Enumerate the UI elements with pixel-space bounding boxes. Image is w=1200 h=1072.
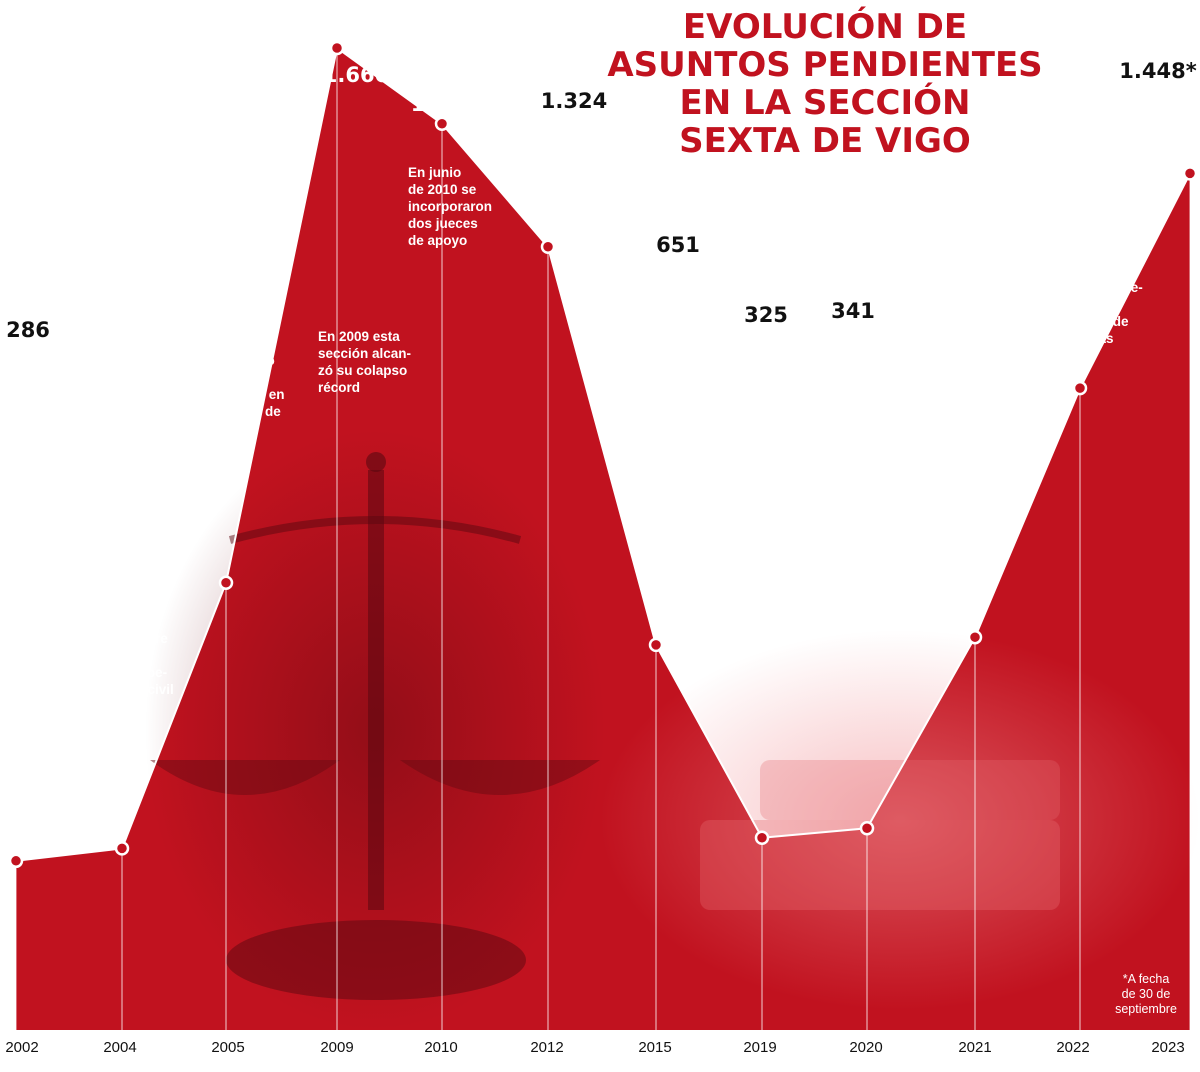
data-label: 286 xyxy=(6,318,50,342)
annotation-line: En diciembre xyxy=(83,631,168,646)
x-tick-label: 2009 xyxy=(320,1039,353,1056)
annotation-line: magistrado xyxy=(202,353,275,368)
title-line-4: SEXTA DE VIGO xyxy=(679,121,971,161)
x-tick-label: 2010 xyxy=(424,1039,457,1056)
footnote-line-2: de 30 de xyxy=(1121,987,1171,1001)
annotation-line: asumió una xyxy=(1052,263,1128,278)
annotation-line: En 2009 esta xyxy=(318,329,400,344)
data-label: 307 xyxy=(100,354,144,378)
x-tick-label: 2020 xyxy=(849,1039,882,1056)
annotation-line: El 1 de enero xyxy=(818,361,903,376)
data-point xyxy=(434,116,450,131)
data-label: 651 xyxy=(656,233,700,257)
data-label: 325 xyxy=(744,303,788,327)
annotation-line: El cuarto xyxy=(202,336,260,351)
annotation-line: Sexta, la xyxy=(24,460,79,475)
data-label: 1.448* xyxy=(1119,59,1196,83)
series-line xyxy=(15,46,1191,862)
x-tick-label: 2012 xyxy=(530,1039,563,1056)
annotation-line: de 2010 se xyxy=(408,182,477,197)
annotation-line: incorporó en xyxy=(202,387,285,402)
data-label: 1.532 xyxy=(411,92,477,116)
background-photo-collage xyxy=(145,430,1200,1030)
annotation-2010: En junio de 2010 se incorporaron dos jueces… xyxy=(408,164,492,249)
annotation-line: de 2020 la xyxy=(818,378,883,393)
annotation-line: segunda sala xyxy=(24,477,110,492)
data-point xyxy=(329,40,345,56)
annotation-line: sala se espe- xyxy=(83,665,168,680)
annotation-line: dos jueces xyxy=(408,216,478,231)
annotation-line: incorporaron xyxy=(408,199,493,214)
annotation-line: cia de Vigo. En xyxy=(24,511,120,526)
annotation-2004: En diciembre de 2004 la sala se espe-ciali… xyxy=(83,630,174,698)
annotation-2022: La sección asumió una nueva compe-tencia, … xyxy=(1052,245,1143,364)
annotation-line: de apoyo xyxy=(408,233,468,248)
data-point xyxy=(859,821,875,836)
annotation-line: sala perdió la xyxy=(818,395,905,410)
annotation-line: tencia, los xyxy=(1052,297,1119,312)
annotation-line: de la Audien- xyxy=(24,494,109,509)
annotation-line: 1999 había xyxy=(24,528,94,543)
annotation-line: cláusulas xyxy=(1052,331,1114,346)
annotation-line: cializó en civil xyxy=(83,682,174,697)
data-label: 664 xyxy=(958,278,1002,302)
annotation-line: En junio xyxy=(408,165,462,180)
chart-title: EVOLUCIÓN DE ASUNTOS PENDIENTES EN LA SE… xyxy=(600,8,1050,160)
data-point xyxy=(1072,380,1088,396)
annotation-line: zó su colapso xyxy=(318,363,408,378)
annotation-2009: En 2009 esta sección alcan-zó su colapso r… xyxy=(318,328,411,396)
data-point xyxy=(754,830,770,845)
annotation-line: creó la Sección xyxy=(24,443,124,458)
x-tick-label: 2023 xyxy=(1151,1039,1184,1056)
annotation-line: sección alcan- xyxy=(318,346,412,361)
footnote-line-3: septiembre xyxy=(1115,1002,1177,1016)
annotation-line: el verano de xyxy=(202,404,281,419)
data-label: 341 xyxy=(831,299,875,323)
annotation-line: La sección xyxy=(1052,246,1122,261)
annotation-line: medida de xyxy=(818,412,885,427)
data-point xyxy=(540,239,556,255)
annotation-line: titular se xyxy=(202,370,259,385)
annotation-line: suelo xyxy=(1052,348,1088,363)
data-label: 1.324 xyxy=(541,89,607,113)
data-point xyxy=(218,575,234,591)
footnote-line-1: *A fecha xyxy=(1122,972,1170,986)
annotation-2020: El 1 de enero de 2020 la sala perdió la med… xyxy=(818,360,904,445)
annotation-line: de 2001 se xyxy=(24,426,93,441)
x-tick-label: 2021 xyxy=(958,1039,991,1056)
data-label: 756 xyxy=(206,264,250,288)
title-line-3: EN LA SECCIÓN xyxy=(679,83,971,123)
annotation-line: refuerzo xyxy=(818,429,872,444)
annotation-line: 2005 xyxy=(202,421,233,436)
annotation-2002: En diciembre de 2001 se creó la Sección Sex… xyxy=(24,408,123,578)
x-tick-label: 2019 xyxy=(743,1039,776,1056)
x-tick-label: 2005 xyxy=(211,1039,244,1056)
annotation-line: récord xyxy=(318,380,361,395)
annotation-line: de 2004 la xyxy=(83,648,148,663)
data-point xyxy=(1182,166,1198,181)
data-point xyxy=(114,841,130,856)
x-tick-label: 2004 xyxy=(103,1039,136,1056)
data-point xyxy=(967,629,983,645)
x-tick-label: 2022 xyxy=(1056,1039,1089,1056)
title-line-2: ASUNTOS PENDIENTES xyxy=(607,45,1043,85)
annotation-line: recursos de xyxy=(1052,314,1129,329)
x-tick-label: 2015 xyxy=(638,1039,671,1056)
footnote: *A fecha de 30 de septiembre xyxy=(1098,972,1194,1017)
data-point xyxy=(8,853,24,869)
annotation-line: arrancado la xyxy=(24,545,105,560)
annotation-line: En diciembre xyxy=(24,409,109,424)
title-line-1: EVOLUCIÓN DE xyxy=(682,7,968,47)
annotation-2005: El cuarto magistrado titular se incorporó e… xyxy=(202,335,285,437)
data-label: 1.660 xyxy=(323,63,389,87)
x-tick-label: 2002 xyxy=(5,1039,38,1056)
data-label: 1.085 xyxy=(1057,194,1123,218)
annotation-line: nueva compe- xyxy=(1052,280,1143,295)
annotation-line: primera xyxy=(24,562,74,577)
data-point xyxy=(648,637,664,653)
